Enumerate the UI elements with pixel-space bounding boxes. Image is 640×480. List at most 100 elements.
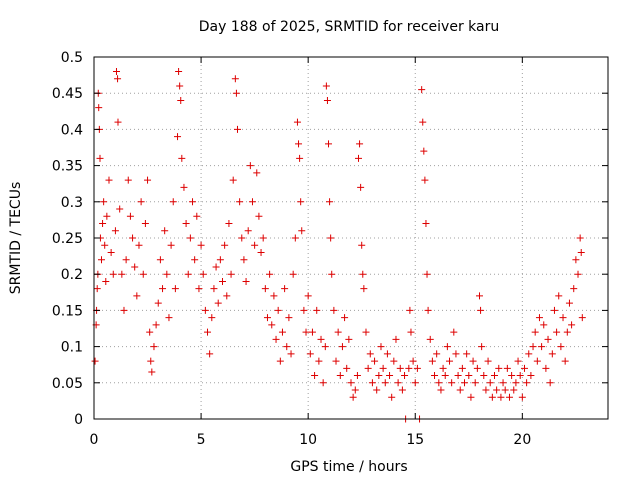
data-point	[159, 285, 167, 293]
data-point	[574, 270, 582, 278]
data-point	[131, 263, 139, 271]
data-point	[424, 306, 432, 314]
x-tick-label: 5	[197, 432, 206, 448]
data-point	[568, 321, 576, 329]
data-point	[248, 198, 256, 206]
y-tick-label: 0.05	[52, 376, 83, 392]
data-point	[322, 82, 330, 90]
data-point	[476, 292, 483, 300]
data-point	[165, 314, 173, 322]
data-point	[204, 328, 212, 336]
data-point	[133, 292, 141, 300]
data-point	[437, 386, 445, 394]
data-point	[135, 241, 143, 249]
data-point	[461, 379, 469, 387]
chart-title: Day 188 of 2025, SRMTID for receiver kar…	[199, 19, 499, 35]
data-point	[368, 379, 376, 387]
x-tick-label: 0	[90, 432, 99, 448]
data-point	[465, 372, 473, 380]
data-point	[227, 270, 235, 278]
data-point	[91, 357, 99, 365]
data-point	[124, 176, 132, 184]
y-tick-label: 0.15	[52, 303, 83, 319]
data-point	[214, 299, 222, 307]
data-point	[452, 350, 460, 358]
data-point	[419, 118, 427, 126]
data-point	[525, 350, 533, 358]
data-point	[478, 343, 486, 351]
data-points	[91, 67, 586, 423]
data-point	[255, 212, 263, 220]
data-point	[206, 350, 214, 358]
data-point	[396, 364, 404, 372]
data-point	[236, 198, 244, 206]
data-point	[244, 227, 252, 235]
data-point	[512, 379, 520, 387]
data-point	[137, 198, 145, 206]
data-point	[287, 350, 295, 358]
data-point	[184, 270, 192, 278]
data-point	[359, 270, 367, 278]
data-point	[114, 75, 122, 83]
data-point	[486, 379, 494, 387]
data-point	[576, 234, 584, 242]
data-point	[357, 183, 365, 191]
data-point	[542, 364, 550, 372]
data-point	[533, 357, 541, 365]
data-point	[112, 67, 120, 75]
data-point	[508, 372, 516, 380]
data-point	[295, 140, 303, 148]
data-point	[431, 372, 439, 380]
data-point	[101, 241, 109, 249]
data-point	[520, 364, 528, 372]
data-point	[407, 328, 415, 336]
y-tick-label: 0.2	[61, 267, 83, 283]
data-point	[557, 343, 565, 351]
data-point	[390, 357, 398, 365]
data-point	[321, 343, 329, 351]
data-point	[518, 393, 526, 401]
y-tick-label: 0.35	[52, 159, 83, 175]
data-point	[229, 176, 237, 184]
data-point	[469, 357, 477, 365]
data-point	[477, 306, 485, 314]
data-point	[550, 306, 558, 314]
data-point	[240, 256, 248, 264]
grid-lines	[94, 57, 608, 419]
data-point	[353, 372, 361, 380]
data-point	[193, 212, 201, 220]
data-point	[540, 321, 548, 329]
y-tick-label: 0.1	[61, 340, 83, 356]
data-point	[163, 270, 171, 278]
data-point	[313, 306, 321, 314]
data-point	[482, 386, 490, 394]
data-point	[563, 328, 571, 336]
data-point	[283, 343, 291, 351]
data-point	[488, 393, 496, 401]
data-point	[257, 248, 265, 256]
data-point	[147, 357, 155, 365]
data-point	[572, 256, 580, 264]
data-point	[169, 198, 177, 206]
data-point	[216, 256, 224, 264]
data-point	[263, 314, 271, 322]
data-point	[354, 154, 362, 162]
data-point	[413, 364, 421, 372]
data-point	[97, 256, 105, 264]
axis-ticks: 0 0.05 0.1 0.15 0.2 0.25 0.3 0.35 0.4 0.45 0.5 0 5 10…	[52, 50, 608, 448]
data-point	[381, 379, 389, 387]
data-point	[383, 350, 391, 358]
data-point	[199, 270, 207, 278]
data-point	[480, 372, 488, 380]
data-point	[126, 212, 134, 220]
data-point	[510, 386, 518, 394]
data-point	[548, 350, 556, 358]
data-point	[272, 335, 280, 343]
data-point	[276, 357, 284, 365]
data-point	[523, 379, 531, 387]
data-point	[328, 270, 336, 278]
data-point	[225, 220, 233, 228]
data-point	[317, 335, 325, 343]
data-point	[174, 133, 182, 141]
data-point	[441, 372, 449, 380]
